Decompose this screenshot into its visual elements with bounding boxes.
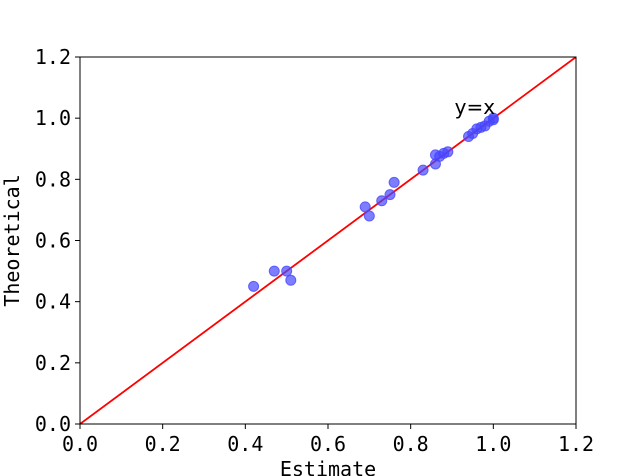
data-point	[281, 265, 293, 277]
data-point	[487, 112, 499, 124]
x-tick-label: 0.0	[62, 432, 98, 456]
y-tick-label: 1.0	[35, 106, 71, 130]
data-point	[268, 265, 280, 277]
plot-layer: 0.0 0.2 0.4 0.6 0.8 1.0 1.2 0.0 0.2 0.4 0.6 0.8 1.0 1…	[0, 45, 594, 476]
y-tick-label: 0.4	[35, 290, 71, 314]
y-tick-label: 0.8	[35, 167, 71, 191]
y-tick-label: 1.2	[35, 45, 71, 69]
x-tick-label: 1.2	[558, 432, 594, 456]
data-point	[376, 195, 388, 207]
data-point	[417, 164, 429, 176]
x-axis-title: Estimate	[280, 457, 376, 476]
reference-line	[80, 57, 576, 424]
y-tick-label: 0.0	[35, 412, 71, 436]
x-tick-label: 0.4	[227, 432, 263, 456]
y-axis-title: Theoretical	[0, 174, 24, 306]
x-tick-label: 0.6	[310, 432, 346, 456]
x-tick-label: 0.2	[145, 432, 181, 456]
y-tick-label: 0.2	[35, 351, 71, 375]
data-point	[388, 176, 400, 188]
data-point	[248, 280, 260, 292]
data-point	[359, 201, 371, 213]
data-point	[285, 274, 297, 286]
data-point	[384, 189, 396, 201]
data-point	[442, 146, 454, 158]
data-point	[363, 210, 375, 222]
line-annotation: y=x	[455, 95, 496, 119]
x-tick-label: 0.8	[393, 432, 429, 456]
x-tick-label: 1.0	[475, 432, 511, 456]
y-tick-label: 0.6	[35, 229, 71, 253]
